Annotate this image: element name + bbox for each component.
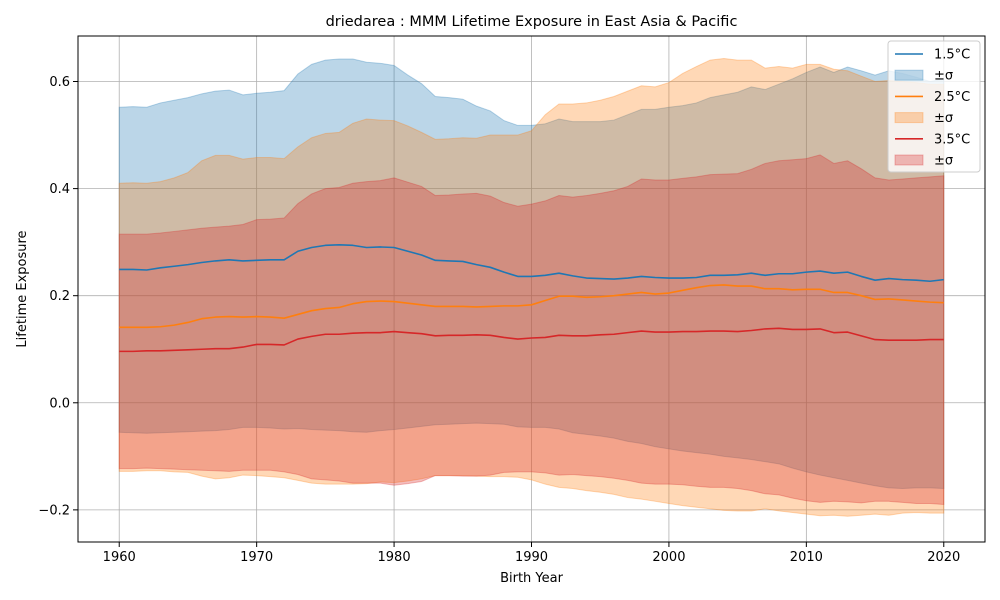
x-tick-label: 1970 (240, 550, 273, 565)
legend-band-swatch (894, 154, 924, 166)
x-axis-label: Birth Year (500, 571, 564, 586)
x-tick-label: 1980 (378, 550, 411, 565)
x-tick-label: 1960 (103, 550, 136, 565)
x-tick-label: 2020 (927, 550, 960, 565)
x-tick-label: 2010 (790, 550, 823, 565)
line-1 (119, 284, 944, 329)
band-1 (118, 57, 945, 517)
x-tick-label: 2000 (652, 550, 685, 565)
y-tick-label: 0.6 (49, 75, 70, 90)
legend-label: 3.5°C (934, 132, 970, 147)
y-tick-label: 0.4 (49, 182, 70, 197)
legend-label: ±σ (934, 69, 953, 84)
line-2 (119, 327, 944, 353)
x-tick-label: 1990 (515, 550, 548, 565)
lines (119, 244, 944, 353)
legend-band-swatch (894, 69, 924, 81)
bands (118, 57, 945, 517)
legend-label: ±σ (934, 154, 953, 169)
y-tick-label: 0.2 (49, 289, 70, 304)
y-axis-label: Lifetime Exposure (15, 230, 30, 347)
legend-band-swatch (894, 112, 924, 124)
y-tick-label: 0.0 (49, 396, 70, 411)
legend-label: 2.5°C (934, 90, 970, 105)
legend-label: ±σ (934, 111, 953, 126)
line-0 (119, 244, 944, 283)
band-0 (118, 58, 945, 489)
grid (78, 36, 985, 542)
chart-title: driedarea : MMM Lifetime Exposure in Eas… (326, 14, 738, 30)
legend-label: 1.5°C (934, 48, 970, 63)
y-tick-label: −0.2 (38, 503, 70, 518)
x-axis-ticks: 1960 1970 1980 1990 2000 2010 2020 (103, 542, 960, 565)
band-2 (118, 154, 945, 506)
y-axis-ticks: −0.2 0.0 0.2 0.4 0.6 (38, 75, 78, 518)
legend: 1.5°C ±σ 2.5°C ±σ 3.5°C ±σ (887, 40, 981, 173)
